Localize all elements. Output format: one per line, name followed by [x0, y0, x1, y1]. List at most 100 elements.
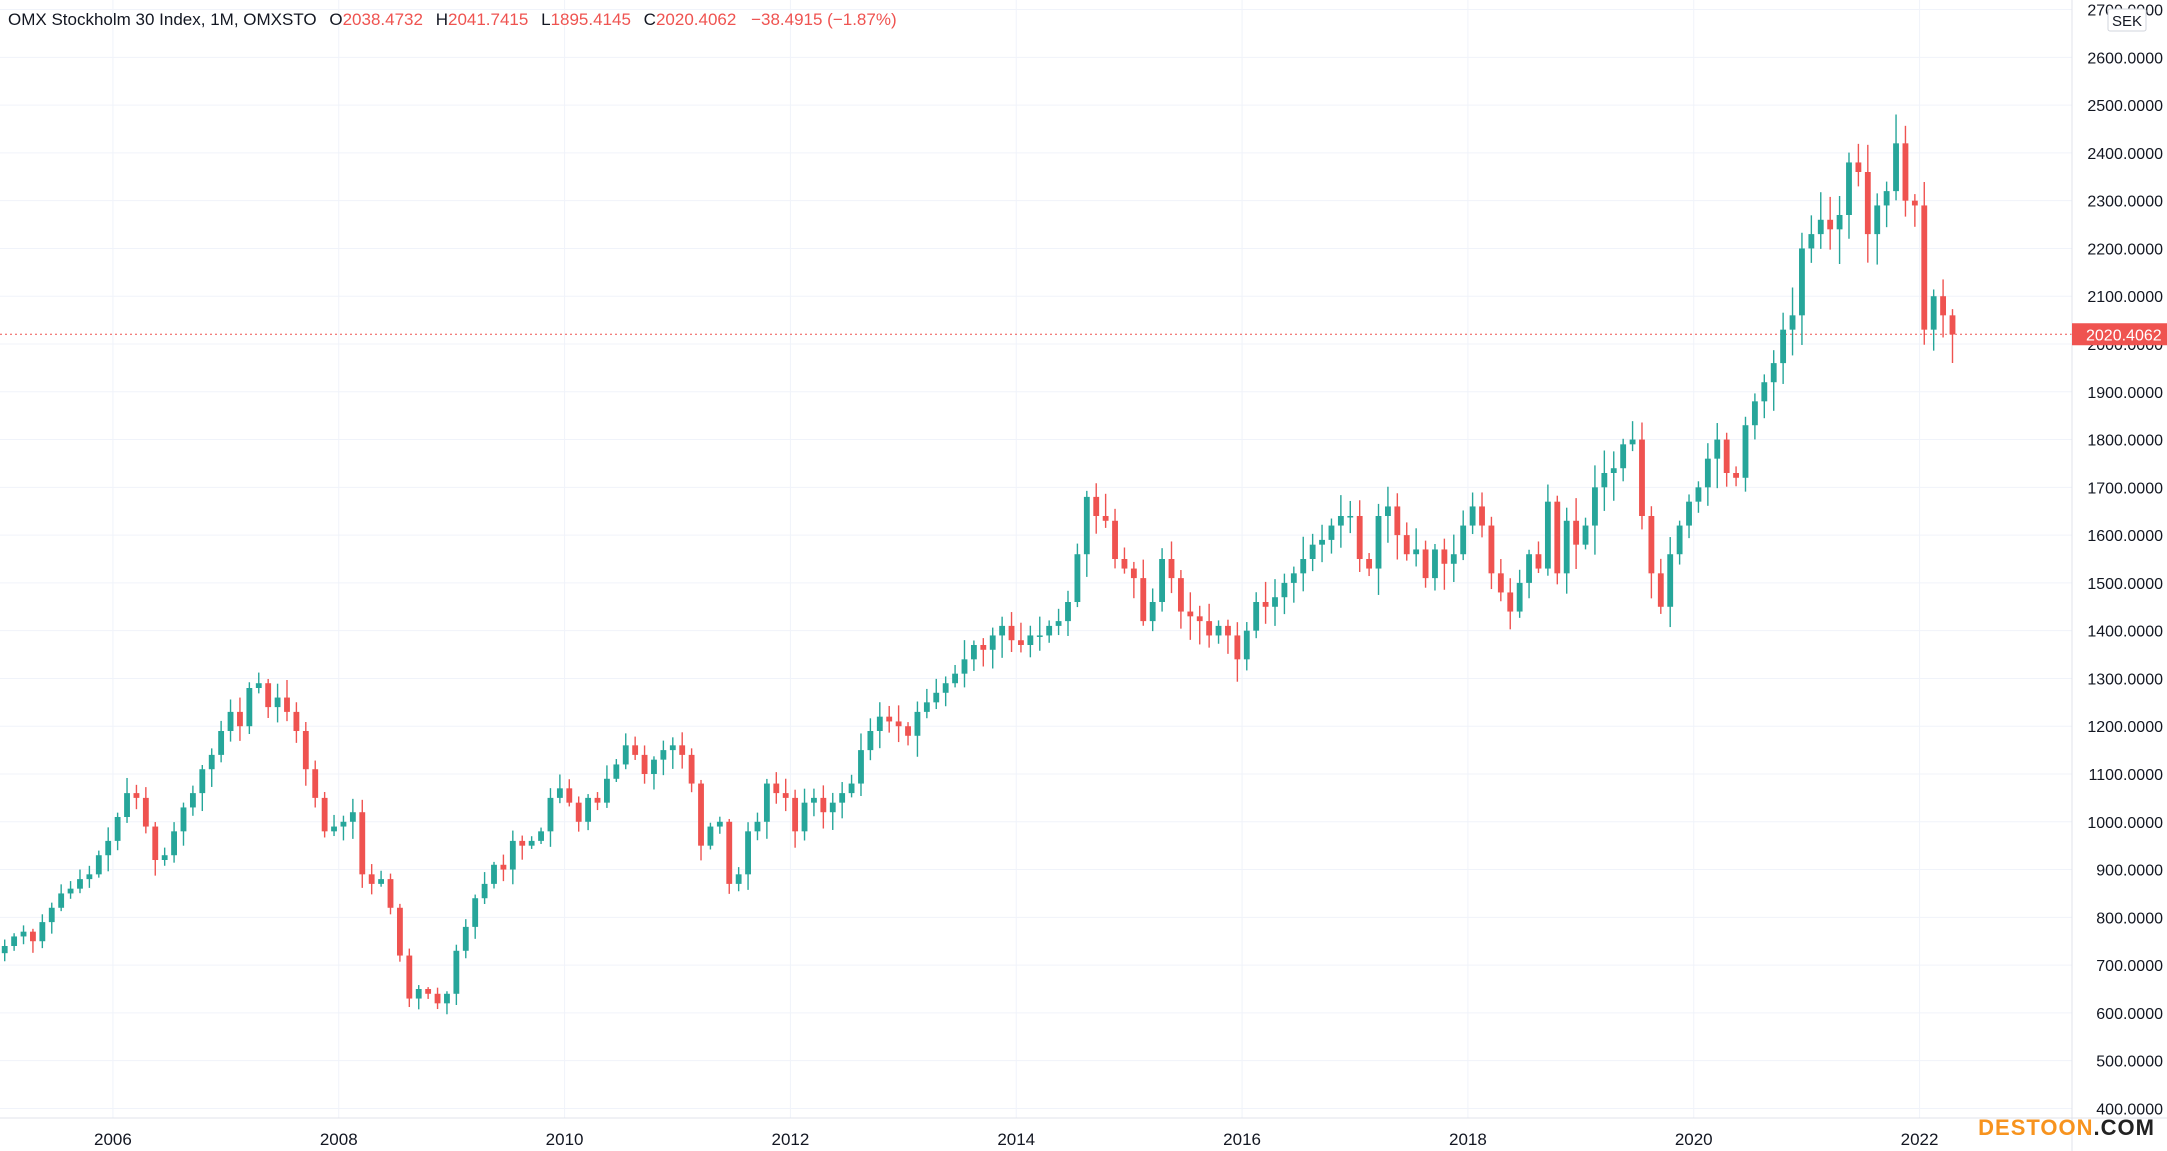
- candle[interactable]: [1629, 421, 1636, 452]
- candle[interactable]: [1639, 422, 1645, 530]
- candle[interactable]: [1112, 508, 1118, 569]
- candle[interactable]: [1648, 506, 1655, 599]
- candle[interactable]: [1827, 196, 1834, 250]
- candle[interactable]: [895, 705, 902, 743]
- candle[interactable]: [415, 985, 422, 1010]
- candle[interactable]: [1874, 193, 1881, 265]
- candle[interactable]: [1893, 114, 1899, 201]
- candle[interactable]: [1902, 125, 1909, 217]
- candle[interactable]: [1723, 432, 1730, 487]
- candle[interactable]: [1930, 289, 1937, 351]
- candle[interactable]: [312, 760, 319, 808]
- candle[interactable]: [1450, 534, 1457, 582]
- candle[interactable]: [1544, 484, 1551, 576]
- candle[interactable]: [1836, 196, 1843, 265]
- candle[interactable]: [1808, 215, 1815, 263]
- candle[interactable]: [829, 792, 836, 830]
- candle[interactable]: [556, 774, 563, 804]
- candle[interactable]: [1290, 566, 1297, 603]
- candle[interactable]: [1695, 481, 1702, 513]
- candle[interactable]: [246, 682, 253, 734]
- candle[interactable]: [1121, 547, 1128, 574]
- candle[interactable]: [528, 836, 535, 849]
- candle[interactable]: [1479, 492, 1485, 538]
- candle[interactable]: [1243, 622, 1250, 671]
- candle[interactable]: [491, 861, 497, 889]
- candle[interactable]: [39, 914, 46, 949]
- candle[interactable]: [1610, 451, 1617, 501]
- candle[interactable]: [1441, 538, 1448, 590]
- candle[interactable]: [1686, 494, 1692, 539]
- candle[interactable]: [575, 796, 582, 832]
- candle[interactable]: [1177, 570, 1184, 629]
- candle[interactable]: [1714, 423, 1721, 489]
- candle[interactable]: [1065, 590, 1071, 636]
- candle[interactable]: [368, 864, 375, 895]
- candle[interactable]: [1074, 543, 1081, 608]
- candle[interactable]: [218, 720, 225, 763]
- candle[interactable]: [961, 640, 968, 688]
- candle[interactable]: [105, 827, 112, 872]
- candle[interactable]: [1497, 559, 1504, 602]
- candle[interactable]: [594, 792, 601, 811]
- candle[interactable]: [453, 944, 460, 1005]
- candle[interactable]: [58, 884, 65, 912]
- candle[interactable]: [1347, 500, 1354, 534]
- candle[interactable]: [1366, 553, 1373, 577]
- candle[interactable]: [1149, 588, 1156, 632]
- candle[interactable]: [1027, 625, 1034, 658]
- candle[interactable]: [1855, 143, 1862, 187]
- candle[interactable]: [1940, 279, 1947, 338]
- candle[interactable]: [952, 664, 958, 688]
- candle[interactable]: [227, 699, 234, 742]
- candle[interactable]: [1573, 498, 1580, 569]
- candle[interactable]: [547, 788, 554, 847]
- candle[interactable]: [425, 987, 432, 999]
- candle[interactable]: [171, 822, 177, 863]
- candle[interactable]: [1469, 492, 1476, 535]
- candle[interactable]: [1055, 608, 1062, 636]
- candles[interactable]: [1, 114, 1956, 1015]
- candle[interactable]: [500, 854, 507, 882]
- candle[interactable]: [980, 638, 987, 667]
- candle[interactable]: [1704, 443, 1711, 506]
- candle[interactable]: [321, 791, 328, 838]
- candle[interactable]: [707, 822, 714, 850]
- candle[interactable]: [30, 928, 36, 953]
- candle[interactable]: [1733, 466, 1739, 487]
- candle[interactable]: [1911, 194, 1918, 227]
- candle[interactable]: [1309, 533, 1316, 572]
- candle[interactable]: [726, 818, 733, 894]
- candle[interactable]: [180, 802, 187, 846]
- candle[interactable]: [782, 778, 789, 812]
- candle[interactable]: [199, 764, 206, 812]
- candle[interactable]: [1676, 520, 1683, 565]
- candle[interactable]: [161, 847, 168, 866]
- candle[interactable]: [585, 794, 592, 831]
- candle[interactable]: [604, 765, 610, 808]
- candle[interactable]: [255, 672, 262, 694]
- candle[interactable]: [519, 835, 526, 860]
- candle[interactable]: [1563, 507, 1570, 594]
- candle[interactable]: [792, 789, 799, 848]
- candle[interactable]: [1102, 493, 1109, 528]
- candle[interactable]: [1667, 537, 1674, 628]
- candle[interactable]: [1168, 541, 1175, 594]
- candle[interactable]: [905, 722, 911, 746]
- candle[interactable]: [1799, 232, 1805, 345]
- candle[interactable]: [1356, 500, 1363, 572]
- candle[interactable]: [208, 748, 215, 787]
- candle[interactable]: [1403, 522, 1410, 561]
- candle[interactable]: [1093, 483, 1100, 534]
- candle[interactable]: [472, 894, 479, 939]
- candle[interactable]: [811, 788, 817, 817]
- candle[interactable]: [801, 788, 808, 841]
- candle[interactable]: [1159, 548, 1166, 612]
- candle[interactable]: [1789, 287, 1796, 356]
- candle[interactable]: [142, 787, 149, 834]
- candle[interactable]: [1460, 510, 1467, 561]
- candle[interactable]: [1337, 495, 1344, 548]
- candle[interactable]: [914, 701, 921, 757]
- candle[interactable]: [763, 778, 770, 839]
- candle[interactable]: [1300, 536, 1307, 592]
